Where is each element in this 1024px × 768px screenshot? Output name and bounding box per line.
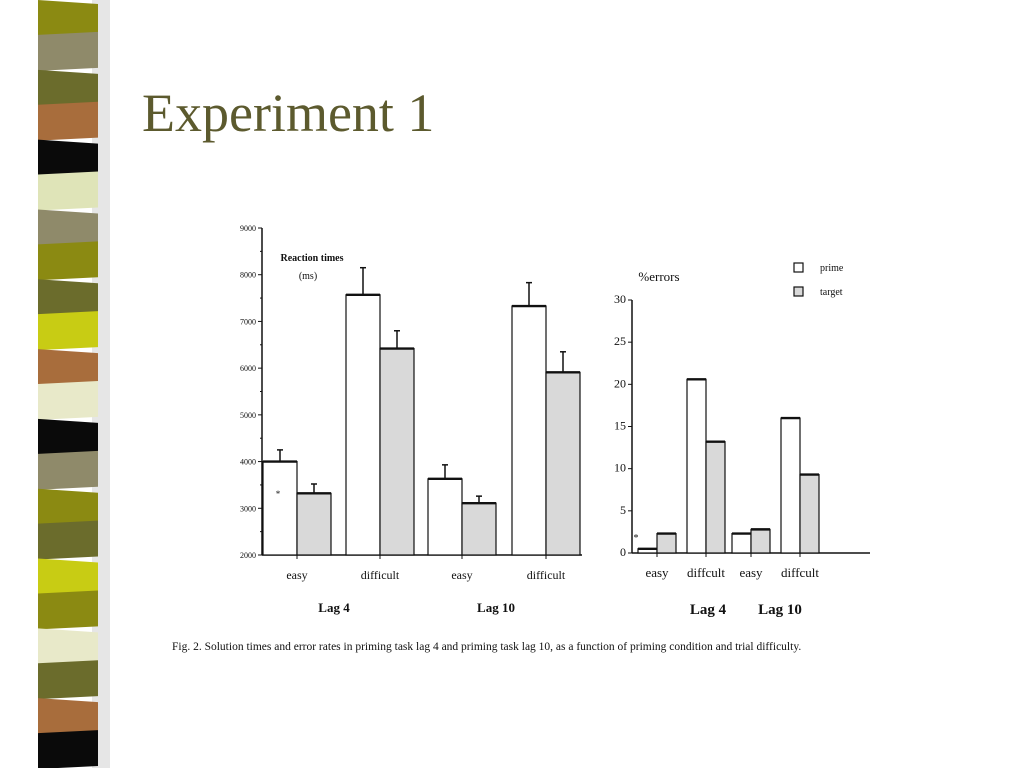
bar-prime (731, 533, 752, 554)
stripe-band (38, 101, 98, 141)
y-tick-label: 3000 (240, 504, 256, 513)
x-category-label: difficult (361, 568, 400, 582)
significance-marker: * (634, 533, 639, 544)
group-label: Lag 10 (758, 602, 802, 618)
stripe-band (38, 139, 98, 180)
stripe-band (38, 31, 98, 71)
group-label: Lag 4 (318, 600, 350, 615)
bar-target (545, 371, 581, 556)
slide-title: Experiment 1 (142, 83, 435, 143)
legend-label-prime: prime (820, 263, 844, 274)
x-category-label: easy (286, 568, 307, 582)
bar-target (296, 492, 332, 556)
chart-1: 0 5 10 15 20 25 30 easy diffcult easy diffcult Lag … (614, 269, 870, 618)
bar-target (799, 473, 820, 554)
bar-prime (345, 294, 381, 556)
stripe-band (38, 450, 98, 490)
x-category-label: easy (645, 565, 669, 580)
stripe-band (38, 69, 98, 110)
legend-swatch-target (793, 286, 804, 297)
y-tick-label: 20 (614, 376, 626, 390)
y-tick-label: 0 (620, 545, 626, 559)
x-category-label: diffcult (781, 565, 819, 580)
stripe-band (38, 660, 98, 700)
chart-subtitle: (ms) (299, 271, 317, 282)
bar-prime (511, 305, 547, 556)
significance-marker: * (276, 489, 281, 499)
y-tick-label: 10 (614, 461, 626, 475)
stripe-band (38, 520, 98, 560)
stripe-band (38, 0, 98, 40)
stripe-band (38, 241, 98, 281)
bar-target (705, 441, 726, 554)
group-label: Lag 4 (690, 602, 727, 618)
stripe-band (38, 279, 98, 320)
chart-0: 2000 3000 4000 5000 6000 7000 8000 9000 easy diff… (240, 224, 582, 615)
bar-target (461, 502, 497, 556)
bar-target (656, 533, 677, 554)
y-tick-label: 2000 (240, 551, 256, 560)
stripe-band (38, 698, 98, 739)
x-category-label: easy (739, 565, 763, 580)
stripe-band (38, 558, 98, 599)
stripe-band (38, 590, 98, 630)
decorative-stripe (0, 0, 130, 768)
legend-label-target: target (820, 287, 843, 298)
bar-prime (427, 478, 463, 556)
figure-caption: Fig. 2. Solution times and error rates i… (172, 641, 802, 653)
bar-target (379, 347, 415, 556)
x-category-label: difficult (527, 568, 566, 582)
stripe-band (38, 381, 98, 420)
stripe-band (38, 349, 98, 389)
bar-prime (262, 460, 298, 556)
bar-prime (686, 378, 707, 554)
chart-title: %errors (638, 269, 679, 284)
x-category-label: easy (451, 568, 472, 582)
y-tick-label: 8000 (240, 271, 256, 280)
stripe-band (38, 488, 98, 529)
chart-title: Reaction times (280, 253, 343, 264)
y-tick-label: 4000 (240, 458, 256, 467)
stripe-band (38, 209, 98, 250)
y-tick-label: 6000 (240, 364, 256, 373)
y-tick-label: 5 (620, 503, 626, 517)
y-tick-label: 30 (614, 292, 626, 306)
legend-swatch-prime (793, 262, 804, 273)
stripe-band (38, 171, 98, 211)
y-tick-label: 5000 (240, 411, 256, 420)
y-tick-label: 25 (614, 334, 626, 348)
group-label: Lag 10 (477, 600, 515, 615)
x-category-label: diffcult (687, 565, 725, 580)
legend: prime target (793, 262, 844, 298)
bar-target (750, 528, 771, 554)
y-tick-label: 9000 (240, 224, 256, 233)
y-tick-label: 7000 (240, 317, 256, 326)
bar-prime (780, 417, 801, 554)
stripe-band (38, 730, 98, 768)
stripe-band (38, 418, 98, 459)
charts-figure: 2000 3000 4000 5000 6000 7000 8000 9000 easy diff… (240, 224, 870, 618)
y-tick-label: 15 (614, 419, 626, 433)
stripe-band (38, 628, 98, 669)
stripe-band (38, 311, 98, 351)
